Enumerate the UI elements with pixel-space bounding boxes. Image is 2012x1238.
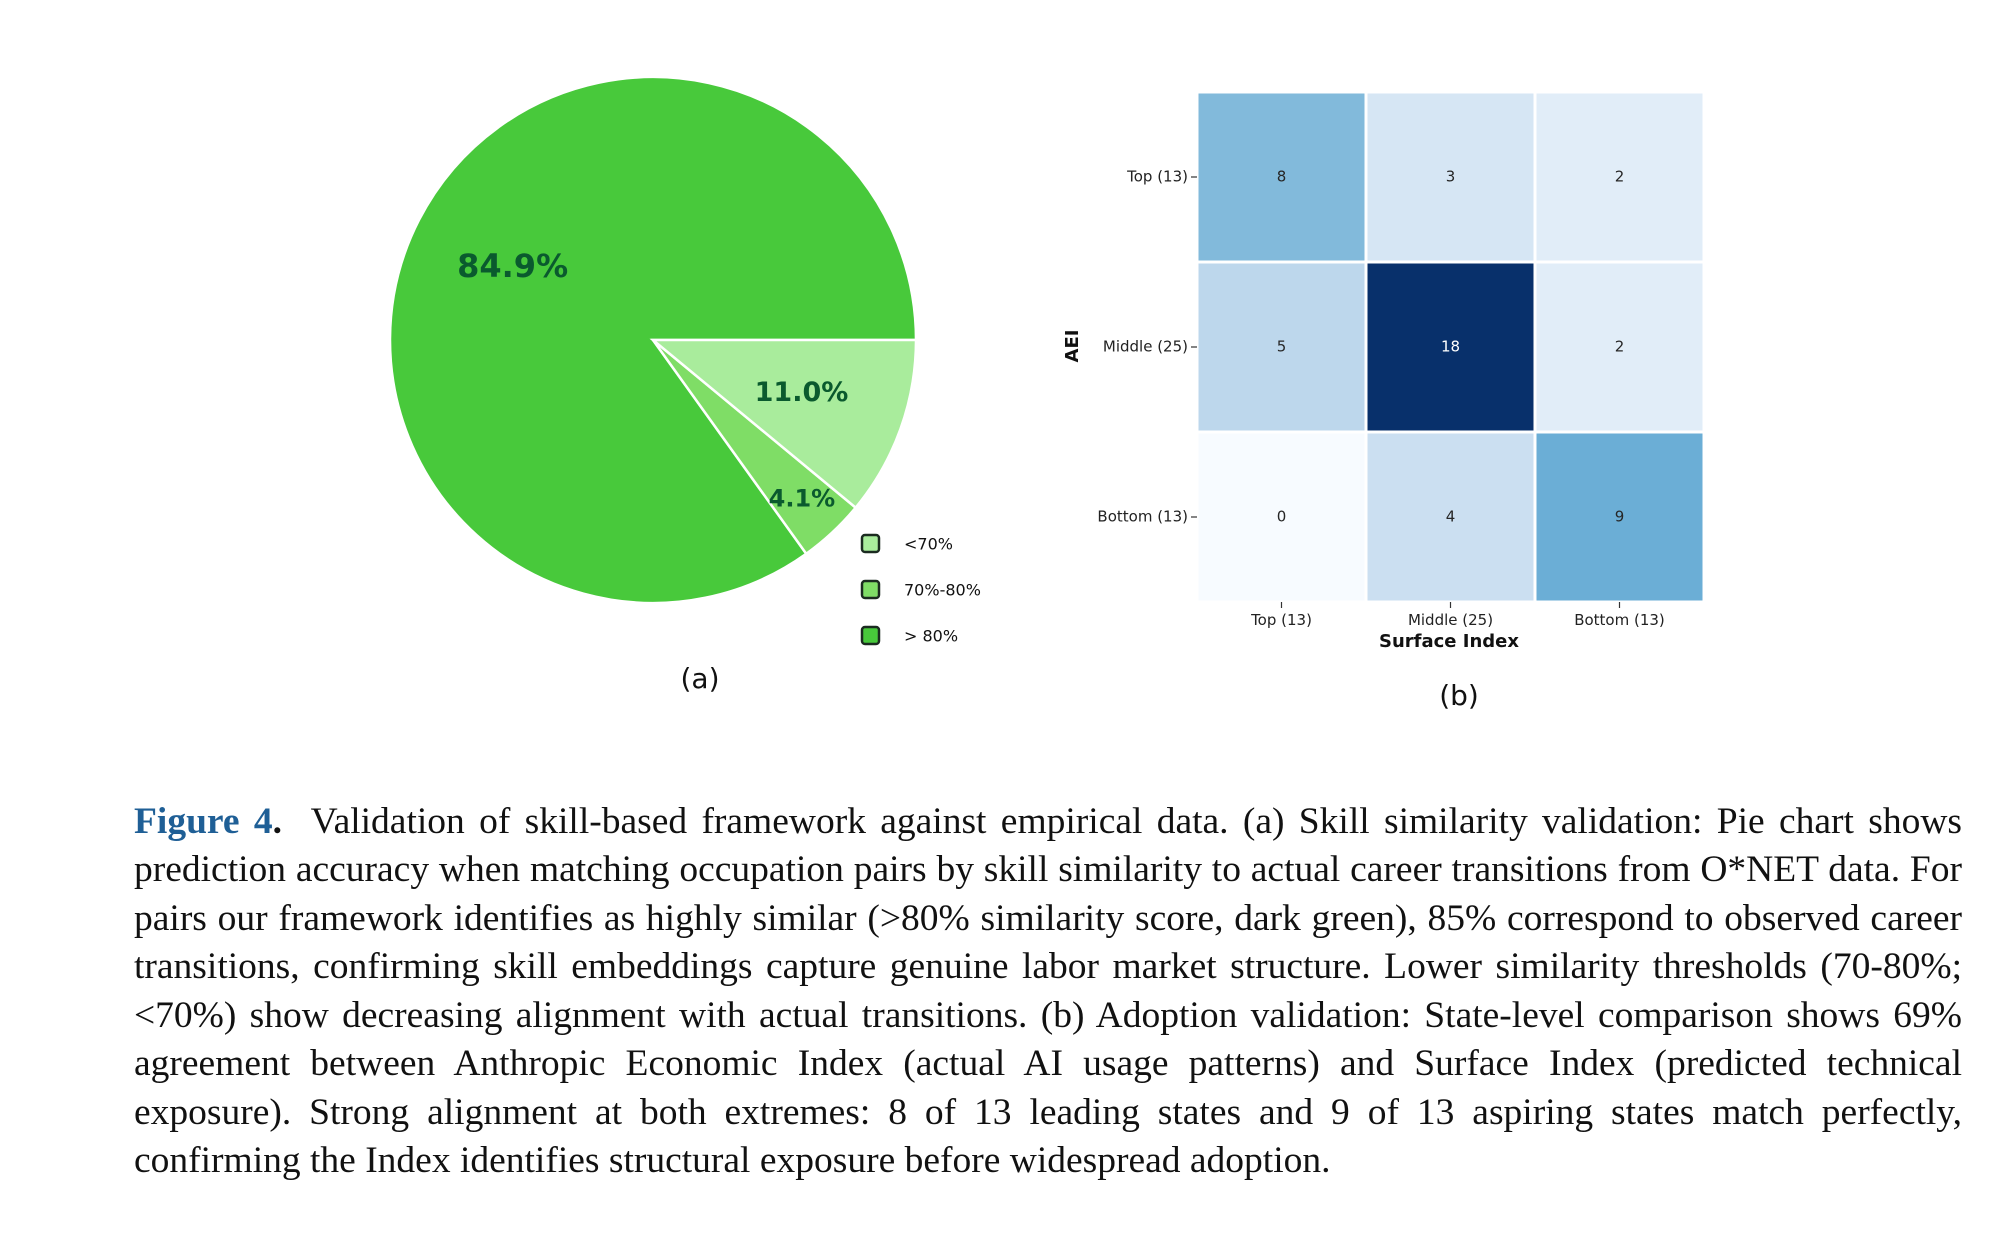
- heatmap-cell-r2-c2: [1533, 430, 1706, 604]
- heatmap-cell-r1-c2: [1533, 260, 1706, 434]
- heatmap-cell-r0-c1: [1364, 90, 1537, 264]
- panel-label-a: (a): [680, 662, 719, 695]
- pie-data-label-80: 84.9%: [457, 247, 568, 285]
- legend-swatch-70: [860, 533, 881, 554]
- pie-slice-70: [649, 338, 918, 510]
- caption-text: Validation of skill-based framework agai…: [134, 800, 1963, 1182]
- heatmap-cell-r0-c2: [1533, 90, 1706, 264]
- heatmap-cell-r2-c0: [1195, 430, 1368, 604]
- pie-legend: <70% 70%-80% > 80%: [860, 533, 981, 646]
- caption-figure-separator: .: [272, 800, 282, 842]
- figure-canvas: 84.9% 4.1% 11.0% <70% 70%-80% > 80% (a) 8 3 2 5…: [388, 75, 1706, 712]
- heatmap-x-tick-middle-25: Middle (25): [1408, 611, 1493, 629]
- figure-caption: Figure 4. Validation of skill-based fram…: [134, 798, 1962, 1186]
- legend-swatch-80: [860, 625, 881, 646]
- heatmap-cell-r1-c1: [1364, 260, 1537, 434]
- heatmap-y-tick-top-13: Top (13): [1126, 168, 1188, 186]
- heatmap-x-tick-top-13: Top (13): [1250, 611, 1312, 629]
- heatmap-value-r1-c1: 18: [1441, 338, 1460, 356]
- heatmap-y-tick-bottom-13: Bottom (13): [1097, 508, 1188, 526]
- pie-data-label-70-80: 4.1%: [769, 485, 836, 513]
- legend-label-70: <70%: [904, 535, 953, 554]
- legend-label-70-80: 70%-80%: [904, 581, 981, 600]
- pie-data-label-70: 11.0%: [755, 377, 849, 408]
- heatmap-cell-r2-c1: [1364, 430, 1537, 604]
- heatmap-value-r2-c2: 9: [1615, 508, 1625, 526]
- heatmap-chart: 8 3 2 5 18 2 0 4 9 Top (13) Middle (25) Bottom (13)…: [1097, 90, 1706, 629]
- heatmap-x-axis-label: Surface Index: [1379, 631, 1519, 652]
- legend-swatch-70-80: [860, 579, 881, 600]
- heatmap-value-r0-c2: 2: [1615, 168, 1625, 186]
- heatmap-value-r1-c2: 2: [1615, 338, 1625, 356]
- heatmap-value-r0-c1: 3: [1446, 168, 1456, 186]
- heatmap-x-tick-bottom-13: Bottom (13): [1574, 611, 1665, 629]
- caption-figure-label: Figure 4: [134, 800, 273, 842]
- heatmap-value-r2-c1: 4: [1446, 508, 1456, 526]
- heatmap-y-tick-middle-25: Middle (25): [1103, 338, 1188, 356]
- heatmap-value-r0-c0: 8: [1277, 168, 1287, 186]
- panel-label-b: (b): [1439, 679, 1479, 712]
- heatmap-value-r2-c0: 0: [1277, 508, 1287, 526]
- legend-label-80: > 80%: [904, 627, 958, 646]
- pie-chart: 84.9% 4.1% 11.0%: [388, 75, 918, 605]
- heatmap-value-r1-c0: 5: [1277, 338, 1287, 356]
- heatmap-y-axis-label: AEI: [1062, 330, 1083, 363]
